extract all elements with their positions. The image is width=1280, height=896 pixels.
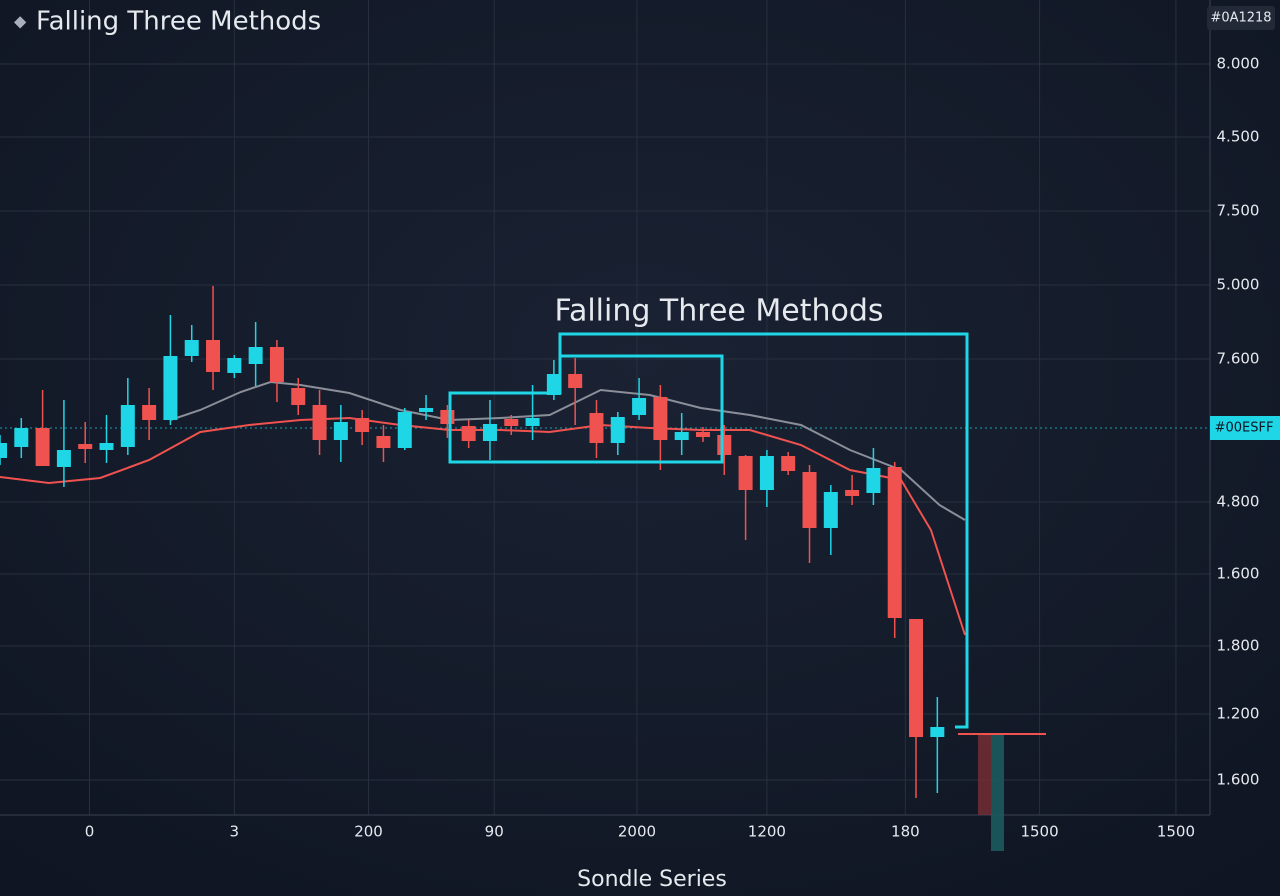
candle-body	[845, 490, 860, 496]
candle-body	[248, 347, 263, 364]
title-icon: ◆	[14, 12, 27, 31]
x-tick-label: 3	[230, 823, 240, 841]
x-tick-label: 1500	[1020, 823, 1058, 841]
y-tick-label: 8.000	[1217, 55, 1260, 73]
y-tick-label: 5.000	[1217, 276, 1260, 294]
candle-body	[419, 408, 434, 412]
y-tick-label: 4.500	[1217, 128, 1260, 146]
candle-body	[568, 374, 583, 388]
y-tick-label: 7.600	[1217, 350, 1260, 368]
candle-body	[56, 450, 71, 467]
candle-body	[227, 358, 242, 373]
candle-body	[184, 340, 199, 356]
ma-line	[0, 416, 966, 636]
candle-body	[589, 413, 604, 443]
y-tick-label: 1.600	[1217, 771, 1260, 789]
candle-body	[461, 426, 476, 441]
decor-bar	[978, 735, 991, 815]
candle-body	[120, 405, 135, 447]
x-axis-title: Sondle Series	[577, 867, 727, 892]
candle-body	[355, 418, 370, 432]
candle-body	[546, 374, 561, 395]
badge: #0A1218	[1210, 11, 1271, 26]
candle-body	[35, 428, 50, 466]
highlight-label: #00ESFF	[1215, 421, 1274, 436]
candle-body	[717, 435, 732, 455]
candle-body	[482, 424, 497, 441]
decor-bar	[991, 735, 1004, 851]
y-tick-label: 1.600	[1217, 565, 1260, 583]
candle-body	[440, 410, 455, 424]
candle-body	[206, 340, 221, 372]
pattern-boxes	[448, 332, 969, 729]
x-tick-label: 2000	[618, 823, 656, 841]
candle-body	[142, 405, 157, 420]
candle-body	[738, 456, 753, 490]
x-tick-label: 200	[354, 823, 383, 841]
candle-body	[653, 397, 668, 440]
x-tick-label: 1500	[1157, 823, 1195, 841]
candle-body	[866, 468, 881, 493]
candle-body	[269, 347, 284, 382]
candle-body	[312, 405, 327, 440]
candle-body	[525, 418, 540, 426]
grid	[0, 0, 1210, 815]
y-tick-label: 1.800	[1217, 637, 1260, 655]
candle-body	[759, 456, 774, 490]
x-tick-label: 90	[485, 823, 504, 841]
candle-body	[823, 492, 838, 528]
x-tick-label: 180	[891, 823, 920, 841]
x-tick-label: 1200	[748, 823, 786, 841]
annotation: Falling Three Methods	[554, 294, 883, 329]
badge-bg	[1207, 6, 1275, 30]
candle-body	[376, 436, 391, 448]
candle-body	[909, 619, 924, 737]
candle-body	[504, 419, 519, 426]
candle-body	[802, 472, 817, 528]
y-tick-label: 4.800	[1217, 493, 1260, 511]
candle-body	[781, 456, 796, 471]
plot-area	[0, 286, 1210, 798]
candle-body	[14, 428, 29, 447]
candle-body	[610, 417, 625, 443]
y-tick-label: 1.200	[1217, 705, 1260, 723]
candle-body	[291, 388, 306, 405]
candle-body	[333, 422, 348, 440]
pattern-bracket	[558, 332, 969, 729]
candle-body	[632, 398, 647, 415]
candle-body	[695, 432, 710, 437]
candle-body	[99, 443, 114, 450]
candle-body	[397, 412, 412, 448]
y-tick-label: 7.500	[1217, 202, 1260, 220]
x-tick-label: 0	[85, 823, 95, 841]
candle-body	[674, 432, 689, 440]
chart-title: Falling Three Methods	[36, 7, 321, 37]
candle-body	[0, 443, 7, 458]
highlight-badge	[1210, 416, 1280, 440]
candle-body	[78, 444, 93, 449]
candle-body	[887, 467, 902, 618]
candle-body	[930, 727, 945, 737]
candle-body	[163, 356, 178, 420]
